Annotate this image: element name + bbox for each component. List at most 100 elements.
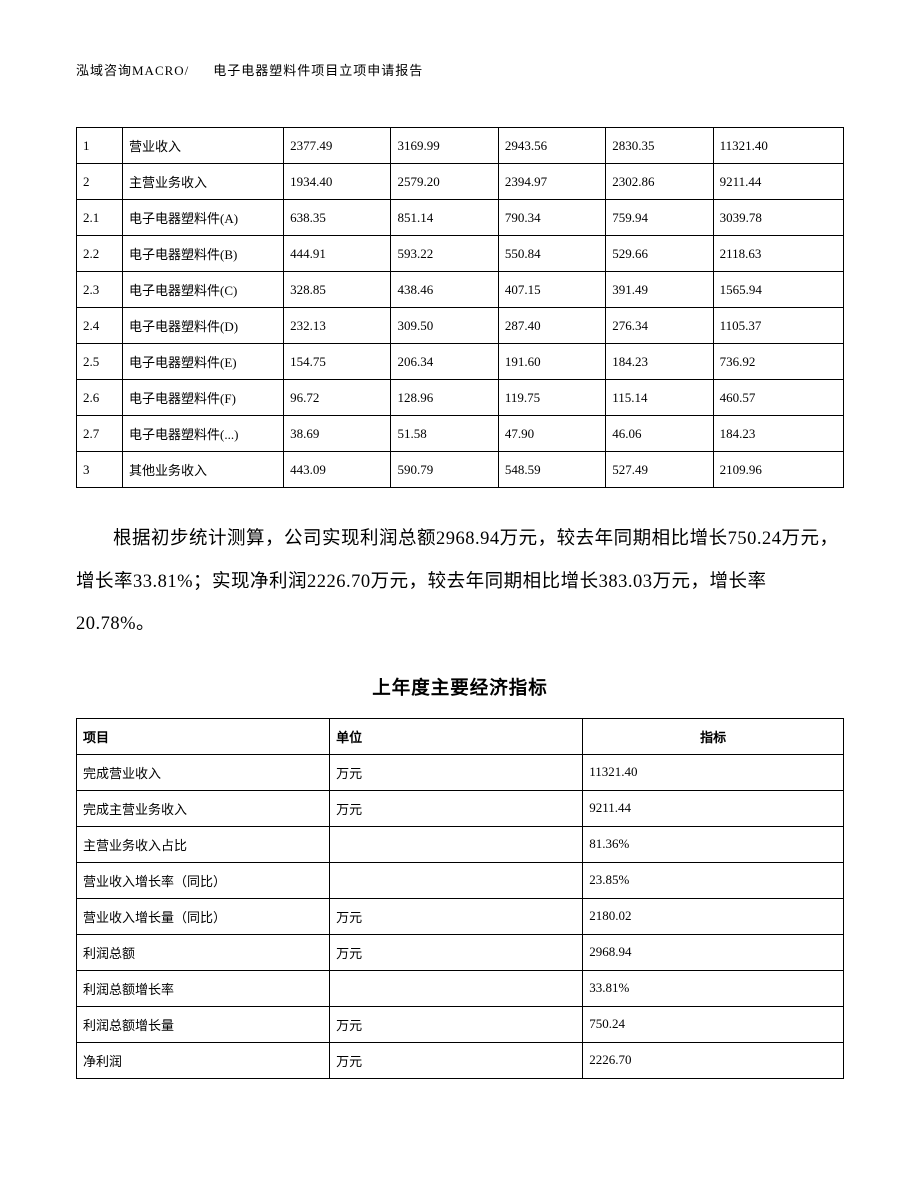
cell: 276.34 [606, 308, 713, 344]
header-left: 泓域咨询MACRO/ [76, 63, 189, 78]
revenue-breakdown-table: 1 营业收入 2377.49 3169.99 2943.56 2830.35 1… [76, 127, 844, 488]
cell: 主营业务收入占比 [77, 826, 330, 862]
cell: 736.92 [713, 344, 843, 380]
table-row: 3 其他业务收入 443.09 590.79 548.59 527.49 210… [77, 452, 844, 488]
cell: 184.23 [606, 344, 713, 380]
cell: 万元 [330, 1006, 583, 1042]
cell: 51.58 [391, 416, 498, 452]
cell: 460.57 [713, 380, 843, 416]
table-row: 2.6 电子电器塑料件(F) 96.72 128.96 119.75 115.1… [77, 380, 844, 416]
cell: 184.23 [713, 416, 843, 452]
summary-paragraph: 根据初步统计测算，公司实现利润总额2968.94万元，较去年同期相比增长750.… [76, 518, 844, 646]
table-row: 利润总额增长率 33.81% [77, 970, 844, 1006]
cell: 529.66 [606, 236, 713, 272]
table-row: 主营业务收入占比 81.36% [77, 826, 844, 862]
cell: 2.3 [77, 272, 123, 308]
cell: 191.60 [498, 344, 605, 380]
cell: 3 [77, 452, 123, 488]
cell: 2226.70 [583, 1042, 844, 1078]
cell: 万元 [330, 934, 583, 970]
cell: 2.6 [77, 380, 123, 416]
cell: 115.14 [606, 380, 713, 416]
cell: 96.72 [284, 380, 391, 416]
cell [330, 970, 583, 1006]
cell: 2.4 [77, 308, 123, 344]
cell: 电子电器塑料件(A) [123, 200, 284, 236]
cell: 2377.49 [284, 128, 391, 164]
table-row: 利润总额 万元 2968.94 [77, 934, 844, 970]
cell: 净利润 [77, 1042, 330, 1078]
cell: 33.81% [583, 970, 844, 1006]
table-row: 完成营业收入 万元 11321.40 [77, 754, 844, 790]
cell: 2109.96 [713, 452, 843, 488]
cell: 2394.97 [498, 164, 605, 200]
cell: 2 [77, 164, 123, 200]
cell [330, 826, 583, 862]
cell: 万元 [330, 790, 583, 826]
cell: 638.35 [284, 200, 391, 236]
cell: 电子电器塑料件(D) [123, 308, 284, 344]
cell: 391.49 [606, 272, 713, 308]
cell: 电子电器塑料件(F) [123, 380, 284, 416]
cell: 完成主营业务收入 [77, 790, 330, 826]
cell: 759.94 [606, 200, 713, 236]
cell: 营业收入增长量（同比） [77, 898, 330, 934]
cell: 790.34 [498, 200, 605, 236]
cell [330, 862, 583, 898]
cell: 电子电器塑料件(E) [123, 344, 284, 380]
cell: 1105.37 [713, 308, 843, 344]
cell: 9211.44 [583, 790, 844, 826]
page-header: 泓域咨询MACRO/电子电器塑料件项目立项申请报告 [76, 60, 844, 79]
cell: 2.1 [77, 200, 123, 236]
cell: 527.49 [606, 452, 713, 488]
cell: 593.22 [391, 236, 498, 272]
column-header: 单位 [330, 718, 583, 754]
cell: 电子电器塑料件(...) [123, 416, 284, 452]
table-header-row: 项目 单位 指标 [77, 718, 844, 754]
table-row: 完成主营业务收入 万元 9211.44 [77, 790, 844, 826]
cell: 利润总额 [77, 934, 330, 970]
cell: 23.85% [583, 862, 844, 898]
table-row: 2.4 电子电器塑料件(D) 232.13 309.50 287.40 276.… [77, 308, 844, 344]
cell: 47.90 [498, 416, 605, 452]
cell: 154.75 [284, 344, 391, 380]
cell: 万元 [330, 898, 583, 934]
cell: 营业收入增长率（同比） [77, 862, 330, 898]
cell: 电子电器塑料件(C) [123, 272, 284, 308]
cell: 750.24 [583, 1006, 844, 1042]
cell: 主营业务收入 [123, 164, 284, 200]
table-row: 利润总额增长量 万元 750.24 [77, 1006, 844, 1042]
cell: 438.46 [391, 272, 498, 308]
cell: 2830.35 [606, 128, 713, 164]
cell: 11321.40 [713, 128, 843, 164]
table-row: 2.2 电子电器塑料件(B) 444.91 593.22 550.84 529.… [77, 236, 844, 272]
column-header: 指标 [583, 718, 844, 754]
cell: 2302.86 [606, 164, 713, 200]
column-header: 项目 [77, 718, 330, 754]
section-title: 上年度主要经济指标 [76, 674, 844, 700]
cell: 851.14 [391, 200, 498, 236]
cell: 548.59 [498, 452, 605, 488]
table-row: 2 主营业务收入 1934.40 2579.20 2394.97 2302.86… [77, 164, 844, 200]
cell: 443.09 [284, 452, 391, 488]
cell: 1934.40 [284, 164, 391, 200]
cell: 2118.63 [713, 236, 843, 272]
cell: 287.40 [498, 308, 605, 344]
cell: 营业收入 [123, 128, 284, 164]
economic-indicators-table: 项目 单位 指标 完成营业收入 万元 11321.40 完成主营业务收入 万元 … [76, 718, 844, 1079]
cell: 11321.40 [583, 754, 844, 790]
cell: 206.34 [391, 344, 498, 380]
cell: 万元 [330, 1042, 583, 1078]
cell: 2180.02 [583, 898, 844, 934]
cell: 128.96 [391, 380, 498, 416]
cell: 2.5 [77, 344, 123, 380]
table-row: 2.5 电子电器塑料件(E) 154.75 206.34 191.60 184.… [77, 344, 844, 380]
cell: 119.75 [498, 380, 605, 416]
cell: 完成营业收入 [77, 754, 330, 790]
cell: 3039.78 [713, 200, 843, 236]
table-row: 2.7 电子电器塑料件(...) 38.69 51.58 47.90 46.06… [77, 416, 844, 452]
header-right: 电子电器塑料件项目立项申请报告 [213, 63, 423, 78]
cell: 2.7 [77, 416, 123, 452]
cell: 利润总额增长率 [77, 970, 330, 1006]
cell: 590.79 [391, 452, 498, 488]
